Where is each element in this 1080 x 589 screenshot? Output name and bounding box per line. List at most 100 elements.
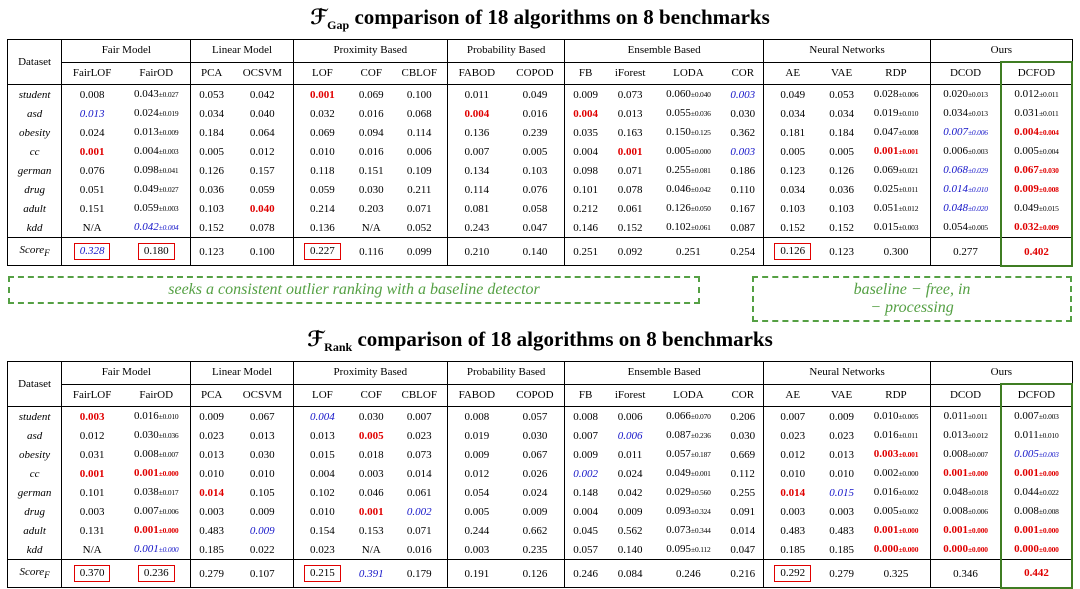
column-header-dcod: DCOD xyxy=(930,62,1001,86)
cell-value: 0.005 xyxy=(829,145,854,158)
cell-value: 0.483 xyxy=(199,524,225,537)
cell-stddev: ±0.006 xyxy=(968,507,988,517)
value-cell: 0.003 xyxy=(351,464,391,483)
cell-value: 0.023 xyxy=(829,429,854,442)
cell-value: 0.069 xyxy=(358,88,384,101)
cell-stddev: ±0.004 xyxy=(1038,128,1059,138)
dataset-name: german xyxy=(7,161,63,181)
value-cell: 0.066±0.070 xyxy=(654,407,722,427)
script-f-symbol: ℱ xyxy=(310,5,328,29)
value-cell: 0.003 xyxy=(447,540,506,560)
cell-value: 0.211 xyxy=(407,183,432,196)
cell-value: 0.008±0.008 xyxy=(1014,505,1059,518)
value-cell: 0.009 xyxy=(564,445,606,465)
cell-value: 0.101 xyxy=(573,183,598,196)
data-row: cc 0.001 0.001±0.000 0.010 0.010 0.004 0.003 0.… xyxy=(7,464,1074,484)
data-row: adult 0.151 0.059±0.003 0.103 0.040 0.214 0.20… xyxy=(7,199,1074,219)
cell-value: 0.185 xyxy=(199,543,225,556)
cell-value: 0.001±0.000 xyxy=(133,543,179,556)
cell-value: 0.013 xyxy=(617,107,643,120)
cell-stddev: ±0.004 xyxy=(1038,147,1059,157)
cell-value: 0.216 xyxy=(730,567,756,580)
cell-value: 0.179 xyxy=(406,567,432,580)
data-row: kdd N/A 0.001±0.000 0.185 0.022 0.023 N/A 0.016… xyxy=(7,540,1074,560)
value-cell: 0.032 xyxy=(292,104,352,124)
value-cell: 0.005±0.004 xyxy=(999,142,1074,162)
data-row: student 0.008 0.043±0.027 0.053 0.042 0.001 0.… xyxy=(7,84,1074,105)
cell-value: N/A xyxy=(361,543,381,556)
value-cell: 0.068±0.029 xyxy=(930,161,1001,181)
column-header-cblof: CBLOF xyxy=(391,384,448,408)
cell-value: 0.152 xyxy=(199,221,225,234)
value-cell: 0.016 xyxy=(351,142,391,161)
value-cell: 0.012±0.011 xyxy=(999,84,1074,105)
cell-value: 0.010 xyxy=(249,467,275,480)
cell-value: 0.010±0.005 xyxy=(873,410,919,423)
cell-value: 0.009 xyxy=(617,505,643,518)
cell-value: 0.015±0.003 xyxy=(873,221,919,234)
value-cell: 0.009 xyxy=(506,502,565,521)
value-cell: 0.010 xyxy=(190,464,232,484)
cell-stddev: ±0.000 xyxy=(1038,469,1059,479)
value-cell: 0.011 xyxy=(447,84,506,105)
cell-stddev: ±0.036 xyxy=(690,109,711,119)
value-cell: 0.030 xyxy=(723,426,764,445)
cell-value: 0.016±0.010 xyxy=(133,410,179,423)
dataset-name: cc xyxy=(7,142,63,162)
cell-value: 0.006 xyxy=(617,429,643,442)
value-cell: 0.023 xyxy=(391,426,447,445)
cell-value: 0.402 xyxy=(1024,245,1049,258)
cell-value: 0.003 xyxy=(358,467,384,480)
cell-value: 0.003 xyxy=(730,145,756,158)
value-cell: 0.025±0.011 xyxy=(862,180,931,199)
column-header-pca: PCA xyxy=(190,384,232,408)
value-cell: 0.016 xyxy=(506,104,565,123)
value-cell: 0.034 xyxy=(190,104,232,124)
value-cell: 0.030 xyxy=(723,104,764,123)
cell-value: 0.007±0.006 xyxy=(943,126,988,139)
value-cell: 0.078 xyxy=(232,218,293,238)
column-header-fairlof: FairLOF xyxy=(61,62,123,86)
cell-value: 0.030 xyxy=(249,448,275,461)
cell-value: 0.013 xyxy=(829,448,854,461)
cell-value: 0.045 xyxy=(573,524,598,537)
cell-value: 0.105 xyxy=(249,486,275,499)
cell-value: 0.008 xyxy=(79,88,105,101)
cell-value: 0.016 xyxy=(358,107,384,120)
value-cell: 0.009 xyxy=(232,521,293,540)
value-cell: 0.049±0.015 xyxy=(999,199,1074,219)
header-group-row: Dataset Fair Model Linear Model Proximity B… xyxy=(7,39,1072,86)
value-cell: 0.044±0.022 xyxy=(999,483,1074,503)
cell-value: 0.136 xyxy=(310,221,335,234)
cell-value: 0.019±0.010 xyxy=(873,107,919,120)
score-cell: 0.084 xyxy=(605,559,655,588)
score-red-box: 0.370 xyxy=(73,565,111,583)
cell-value: 0.030 xyxy=(358,410,384,423)
cell-value: 0.031±0.011 xyxy=(1014,107,1059,120)
score-cell: 0.180 xyxy=(122,237,191,266)
cell-stddev: ±0.010 xyxy=(898,109,919,119)
value-cell: 0.047±0.008 xyxy=(862,123,931,142)
cell-value: 0.126 xyxy=(780,245,806,258)
cell-value: 0.003 xyxy=(79,410,105,423)
cell-value: 0.073 xyxy=(617,88,643,101)
score-row: ScoreF 0.370 0.236 0.279 0.107 0.215 0.391 0.17… xyxy=(7,559,1074,589)
cell-value: 0.669 xyxy=(730,448,756,461)
column-header-ae: AE xyxy=(763,384,822,408)
cell-value: 0.064 xyxy=(249,126,275,139)
cell-value: 0.030±0.036 xyxy=(133,429,179,442)
value-cell: 0.255 xyxy=(723,483,764,502)
dataset-name: kdd xyxy=(7,218,63,238)
value-cell: 0.006 xyxy=(606,426,655,445)
value-cell: 0.034±0.013 xyxy=(930,104,1001,124)
cell-value: 0.277 xyxy=(953,245,978,258)
cell-value: 0.005±0.000 xyxy=(666,145,711,158)
column-header-fairod: FairOD xyxy=(122,62,191,86)
dataset-name: student xyxy=(7,84,63,105)
cell-value: 0.042±0.004 xyxy=(133,221,179,234)
value-cell: 0.098±0.041 xyxy=(122,161,191,180)
cell-value: 0.002±0.000 xyxy=(873,467,919,480)
value-cell: 0.008±0.008 xyxy=(999,502,1074,522)
value-cell: 0.015 xyxy=(292,445,352,465)
value-cell: 0.004 xyxy=(564,502,606,522)
